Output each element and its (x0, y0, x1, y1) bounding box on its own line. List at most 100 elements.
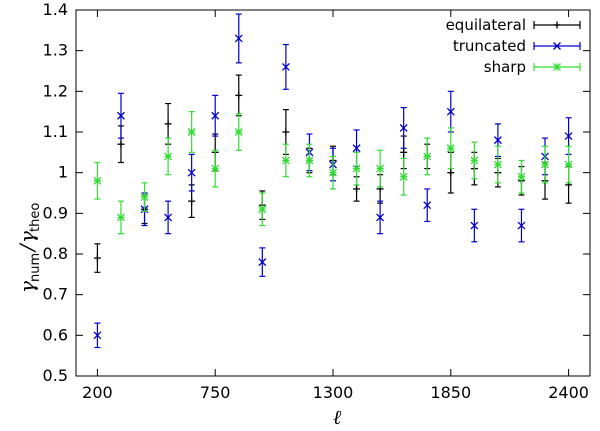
marker (258, 258, 267, 267)
marker (423, 152, 432, 161)
marker (564, 160, 573, 169)
data-point-equilateral (93, 243, 101, 273)
marker (187, 168, 196, 177)
data-point-sharp (211, 149, 220, 188)
data-point-truncated (258, 247, 267, 277)
marker (281, 156, 290, 165)
marker (329, 168, 337, 177)
data-point-truncated (117, 92, 125, 139)
legend-marker (553, 42, 561, 50)
y-tick-label: 1.3 (43, 41, 68, 60)
marker (517, 221, 526, 230)
data-point-equilateral (235, 74, 243, 117)
legend: equilateral truncated sharp (446, 16, 581, 76)
data-point-sharp (564, 145, 573, 184)
legend-marker (553, 63, 561, 71)
marker (117, 213, 125, 222)
data-point-truncated (187, 153, 196, 192)
x-axis-label: ℓ (333, 405, 342, 429)
marker (541, 160, 549, 169)
data-point-sharp (258, 192, 267, 227)
marker (164, 152, 173, 161)
data-point-sharp (187, 111, 196, 153)
marker (353, 185, 361, 193)
marker (188, 197, 196, 205)
data-point-sharp (329, 155, 337, 190)
marker (352, 144, 361, 153)
x-tick-label: 750 (200, 383, 231, 402)
marker (281, 62, 290, 71)
data-point-truncated (423, 188, 432, 223)
marker (187, 128, 196, 136)
marker (305, 156, 314, 165)
data-point-sharp (93, 161, 102, 200)
data-point-sharp (423, 137, 432, 176)
data-point-sharp (117, 200, 125, 235)
marker (446, 107, 455, 116)
marker (140, 193, 149, 202)
series-sharp (93, 111, 573, 235)
y-axis-label: γ num / γ theo (15, 203, 43, 293)
marker (93, 331, 102, 340)
marker (517, 172, 526, 181)
x-tick-label: 2400 (548, 383, 589, 402)
legend-label: truncated (453, 37, 526, 55)
marker (258, 205, 267, 214)
data-point-truncated (446, 90, 455, 133)
y-tick-label: 1 (58, 163, 68, 182)
data-point-sharp (517, 159, 526, 194)
data-point-truncated (470, 208, 479, 243)
data-point-truncated (211, 94, 220, 137)
marker (117, 140, 125, 148)
marker (446, 144, 455, 153)
marker (211, 164, 220, 173)
marker (493, 136, 502, 145)
plot-area: 0.5 0.6 0.7 0.8 0.9 1 1.1 1.2 1.3 1.4 200 750 1300 18… (43, 0, 591, 402)
marker (423, 201, 432, 210)
y-tick-label: 0.5 (43, 366, 68, 385)
legend-label: equilateral (446, 16, 526, 34)
y-axis-label-theo-sub: theo (28, 203, 43, 232)
marker (234, 128, 243, 136)
data-point-truncated (164, 200, 173, 235)
x-tick-label: 1300 (313, 383, 354, 402)
marker (93, 254, 101, 262)
legend-item-sharp: sharp (484, 58, 581, 76)
data-point-sharp (234, 113, 243, 151)
legend-item-truncated: truncated (453, 37, 581, 55)
y-axis-label-slash: / (15, 242, 39, 253)
data-point-truncated (517, 208, 526, 243)
marker (164, 213, 173, 222)
marker (211, 111, 220, 120)
y-tick-label: 0.9 (43, 203, 68, 222)
marker (376, 164, 385, 173)
marker (399, 172, 408, 181)
y-tick-label: 0.7 (43, 285, 68, 304)
marker (470, 156, 479, 165)
data-point-sharp (470, 141, 479, 180)
x-tick-label: 200 (82, 383, 113, 402)
marker (352, 164, 361, 173)
marker (399, 123, 408, 132)
legend-label: sharp (484, 58, 526, 76)
data-point-sharp (352, 151, 361, 186)
data-point-truncated (399, 106, 408, 149)
marker (376, 213, 385, 222)
marker (447, 169, 455, 177)
data-point-truncated (281, 43, 290, 90)
data-point-sharp (305, 143, 314, 178)
data-point-truncated (376, 200, 385, 235)
data-point-sharp (541, 145, 549, 184)
data-point-truncated (93, 322, 102, 349)
legend-marker (553, 21, 561, 29)
marker (470, 221, 479, 230)
marker (164, 120, 172, 128)
marker (493, 160, 502, 169)
marker (282, 128, 290, 136)
y-tick-label: 1.2 (43, 81, 68, 100)
data-point-sharp (446, 127, 455, 170)
marker (235, 91, 243, 99)
legend-item-equilateral: equilateral (446, 16, 581, 34)
y-tick-label: 1.4 (43, 0, 68, 19)
